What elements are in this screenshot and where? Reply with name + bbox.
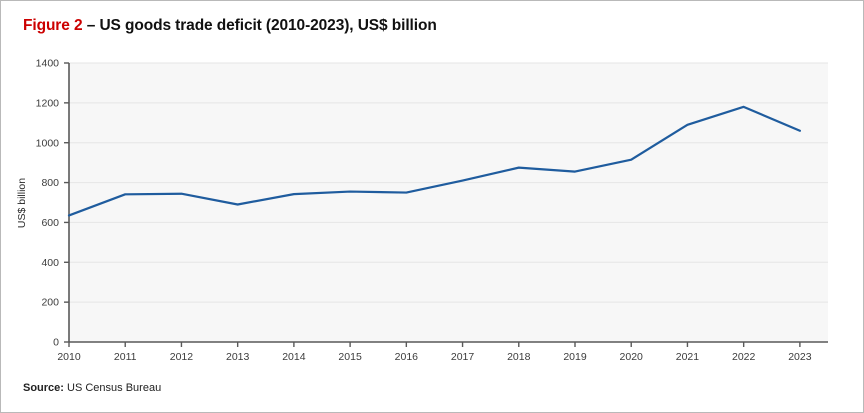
source-label: Source: bbox=[23, 382, 64, 394]
x-axis-tick-label: 2021 bbox=[676, 351, 700, 363]
x-axis-tick-label: 2012 bbox=[170, 351, 194, 363]
source-text: US Census Bureau bbox=[63, 382, 162, 394]
figure-label: Figure 2 bbox=[23, 17, 83, 34]
x-axis-tick-label: 2013 bbox=[226, 351, 250, 363]
page-title: Figure 2 – US goods trade deficit (2010-… bbox=[23, 17, 437, 35]
x-axis-tick-label: 2016 bbox=[395, 351, 419, 363]
gridlines bbox=[69, 62, 828, 303]
y-axis-tick-label: 1400 bbox=[36, 58, 60, 70]
x-axis-tick-label: 2023 bbox=[788, 351, 812, 363]
plot-background bbox=[69, 63, 828, 342]
x-axis-tick-labels: 2010 2011 2012 2013 2014 2015 2016 2017 2018 2019… bbox=[57, 351, 811, 363]
x-axis-tick-label: 2015 bbox=[338, 351, 362, 363]
source-note: Source: US Census Bureau bbox=[23, 382, 161, 394]
y-axis-tick-labels: 0 200 400 600 800 1000 1200 1400 bbox=[36, 58, 60, 349]
y-axis-tick-label: 1200 bbox=[36, 97, 60, 109]
x-axis-tick-label: 2022 bbox=[732, 351, 756, 363]
x-axis-tick-label: 2020 bbox=[620, 351, 644, 363]
y-axis-tick-label: 0 bbox=[53, 337, 59, 349]
y-axis-ticks bbox=[64, 62, 69, 343]
x-axis-tick-label: 2014 bbox=[282, 351, 306, 363]
y-axis-tick-label: 600 bbox=[41, 217, 59, 229]
y-axis-tick-label: 200 bbox=[41, 297, 59, 309]
x-axis-ticks bbox=[68, 342, 801, 347]
x-axis-tick-label: 2011 bbox=[114, 351, 137, 363]
x-axis-tick-label: 2010 bbox=[57, 351, 81, 363]
y-axis-tick-label: 1000 bbox=[36, 137, 60, 149]
y-axis-tick-label: 800 bbox=[41, 177, 59, 189]
x-axis-tick-label: 2019 bbox=[563, 351, 587, 363]
y-axis-title: US$ billion bbox=[16, 178, 28, 228]
data-series-line bbox=[67, 105, 801, 217]
chart-area: 0 200 400 600 800 1000 1200 1400 2010 2011 2012 20… bbox=[1, 49, 864, 369]
figure-title-text: US goods trade deficit (2010-2023), US$ … bbox=[99, 17, 437, 34]
figure-dash: – bbox=[82, 17, 100, 34]
x-axis-tick-label: 2017 bbox=[451, 351, 475, 363]
y-axis-tick-label: 400 bbox=[41, 257, 59, 269]
x-axis-tick-label: 2018 bbox=[507, 351, 531, 363]
